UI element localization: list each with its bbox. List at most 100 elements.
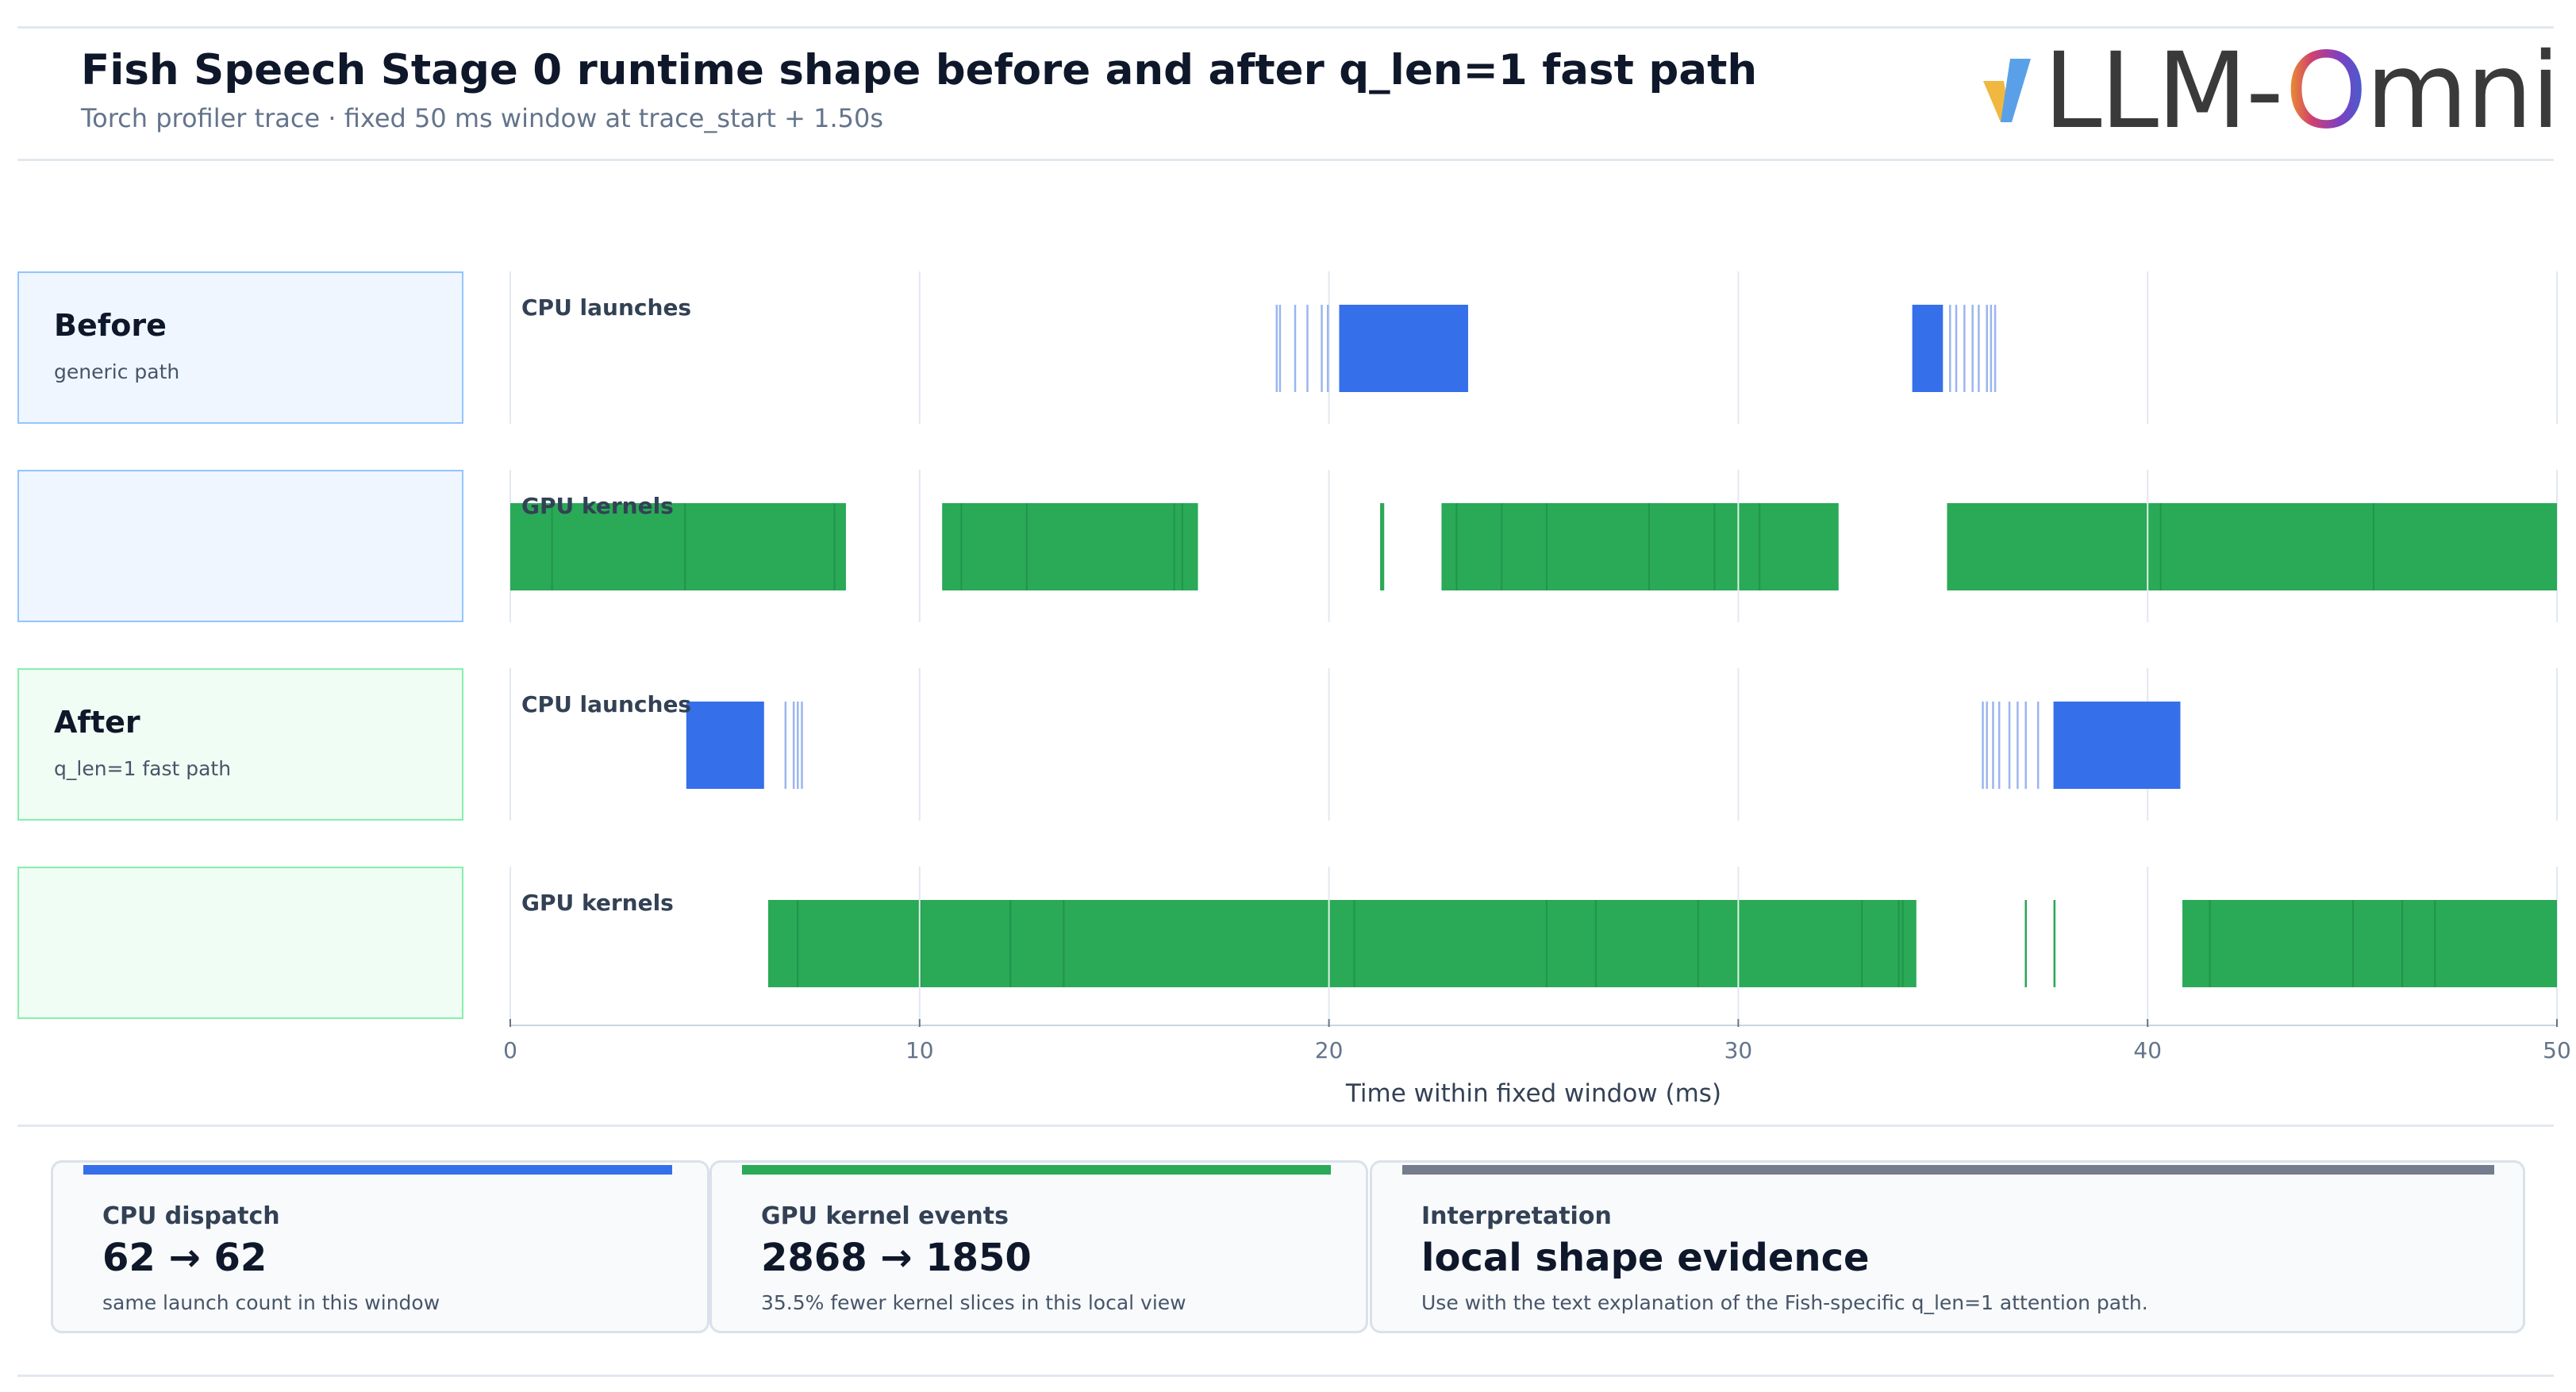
chart-divider [17, 1125, 2554, 1127]
cpu-launch-tick [1990, 305, 1993, 392]
cpu-launch-tick [1992, 702, 1994, 789]
gpu-kernel-slice [1594, 900, 1597, 987]
x-tick-label: 10 [905, 1037, 934, 1063]
card-accent-bar [83, 1165, 672, 1175]
grid-line-overlay [1328, 900, 1330, 987]
x-tick-label: 50 [2543, 1037, 2571, 1063]
card-key: CPU dispatch [102, 1202, 280, 1230]
x-tick-label: 0 [503, 1037, 517, 1063]
cpu-launch-tick [797, 702, 799, 789]
row-label-after-gpu [17, 867, 463, 1019]
card-value: 2868 → 1850 [761, 1236, 1032, 1280]
top-divider [17, 26, 2554, 29]
cpu-launch-tick [2017, 702, 2019, 789]
track-label: CPU launches [521, 294, 691, 321]
gpu-kernel-slice [2434, 900, 2436, 987]
cpu-event-block [686, 702, 764, 789]
card-cpu-dispatch: CPU dispatch 62 → 62 same launch count i… [51, 1160, 709, 1333]
gpu-event-block [2053, 900, 2056, 987]
cpu-launch-tick [1994, 305, 1997, 392]
gpu-event-block [767, 900, 1917, 987]
cpu-launch-tick [1327, 305, 1329, 392]
gpu-kernel-slice [1713, 503, 1716, 590]
cpu-launch-tick [1955, 305, 1958, 392]
page-title: Fish Speech Stage 0 runtime shape before… [81, 46, 1758, 94]
cpu-launch-tick [1986, 305, 1988, 392]
gpu-event-block [510, 503, 846, 590]
logo-text: LLM-Omni [2043, 30, 2560, 152]
cpu-launch-tick [1971, 305, 1974, 392]
gpu-event-block [1441, 503, 1839, 590]
grid-line-overlay [918, 900, 921, 987]
gpu-kernel-slice [684, 503, 686, 590]
cpu-launch-tick [1978, 305, 1980, 392]
timeline-chart: CPU launches GPU kernels CPU launches GPU k… [503, 271, 2571, 1108]
x-tick-label: 30 [1724, 1037, 1753, 1063]
card-accent-bar [742, 1165, 1331, 1175]
gpu-kernel-slice [833, 503, 836, 590]
v-logo-icon [1983, 59, 2031, 122]
cpu-launch-tick [1306, 305, 1309, 392]
gpu-kernel-slice [2352, 900, 2355, 987]
cpu-event-block [2053, 702, 2181, 789]
track-label: CPU launches [521, 691, 691, 717]
row-subtitle: q_len=1 fast path [54, 757, 232, 780]
gpu-kernel-slice [1647, 503, 1650, 590]
gpu-kernel-slice [1901, 900, 1904, 987]
cpu-launch-tick [1294, 305, 1297, 392]
gpu-kernel-slice [960, 503, 963, 590]
gpu-kernel-slice [1025, 503, 1028, 590]
row-title: Before [54, 308, 167, 343]
card-key: Interpretation [1421, 1202, 1612, 1230]
cpu-launch-tick [1986, 702, 1988, 789]
gpu-kernel-slice [551, 503, 553, 590]
card-gpu-kernel-events: GPU kernel events 2868 → 1850 35.5% fewe… [709, 1160, 1368, 1333]
cpu-launch-tick [1997, 702, 2001, 789]
track-label: GPU kernels [521, 493, 674, 519]
card-note: Use with the text explanation of the Fis… [1421, 1291, 2148, 1314]
card-value: 62 → 62 [102, 1236, 267, 1280]
gpu-kernel-slice [1009, 900, 1012, 987]
gpu-kernel-slice [1455, 503, 1458, 590]
cpu-launch-tick [784, 702, 787, 789]
gpu-kernel-slice [2159, 503, 2162, 590]
cpu-launch-tick [792, 702, 795, 789]
gpu-kernel-slice [1181, 503, 1183, 590]
gpu-kernel-slice [1545, 503, 1548, 590]
gpu-kernel-slice [1353, 900, 1355, 987]
grid-line-overlay [1737, 900, 1740, 987]
x-axis-label: Time within fixed window (ms) [1345, 1079, 1721, 1108]
grid-line-overlay [2147, 503, 2149, 590]
gpu-kernel-slice [1861, 900, 1863, 987]
row-subtitle: generic path [54, 360, 180, 383]
gpu-event-block [1380, 503, 1385, 590]
gpu-kernel-slice [2401, 900, 2403, 987]
gpu-event-block [2182, 900, 2557, 987]
cpu-launch-tick [2036, 702, 2040, 789]
header-divider [17, 159, 2554, 161]
bottom-divider [17, 1375, 2554, 1377]
card-value: local shape evidence [1421, 1236, 1870, 1280]
gpu-kernel-slice [1759, 503, 1761, 590]
cpu-launch-tick [1321, 305, 1323, 392]
vllm-omni-logo: LLM-Omni [1980, 32, 2560, 151]
gpu-kernel-slice [797, 900, 799, 987]
row-label-after: After q_len=1 fast path [17, 668, 463, 821]
row-label-before: Before generic path [17, 271, 463, 424]
gpu-kernel-slice [1545, 900, 1548, 987]
cpu-launch-tick [2024, 702, 2027, 789]
cpu-launch-tick [1949, 305, 1951, 392]
cpu-launch-tick [2008, 702, 2011, 789]
page-subtitle: Torch profiler trace · fixed 50 ms windo… [81, 103, 883, 133]
x-tick-label: 40 [2133, 1037, 2162, 1063]
cpu-launch-tick [1275, 305, 1278, 392]
track-label: GPU kernels [521, 890, 674, 916]
cpu-launch-tick [1963, 305, 1966, 392]
gpu-kernel-slice [2209, 900, 2211, 987]
gpu-kernel-slice [1173, 503, 1175, 590]
cpu-launch-tick [1982, 702, 1984, 789]
row-label-before-gpu [17, 470, 463, 622]
gpu-event-block [2024, 900, 2028, 987]
gpu-kernel-slice [2372, 503, 2374, 590]
row-title: After [54, 705, 140, 740]
